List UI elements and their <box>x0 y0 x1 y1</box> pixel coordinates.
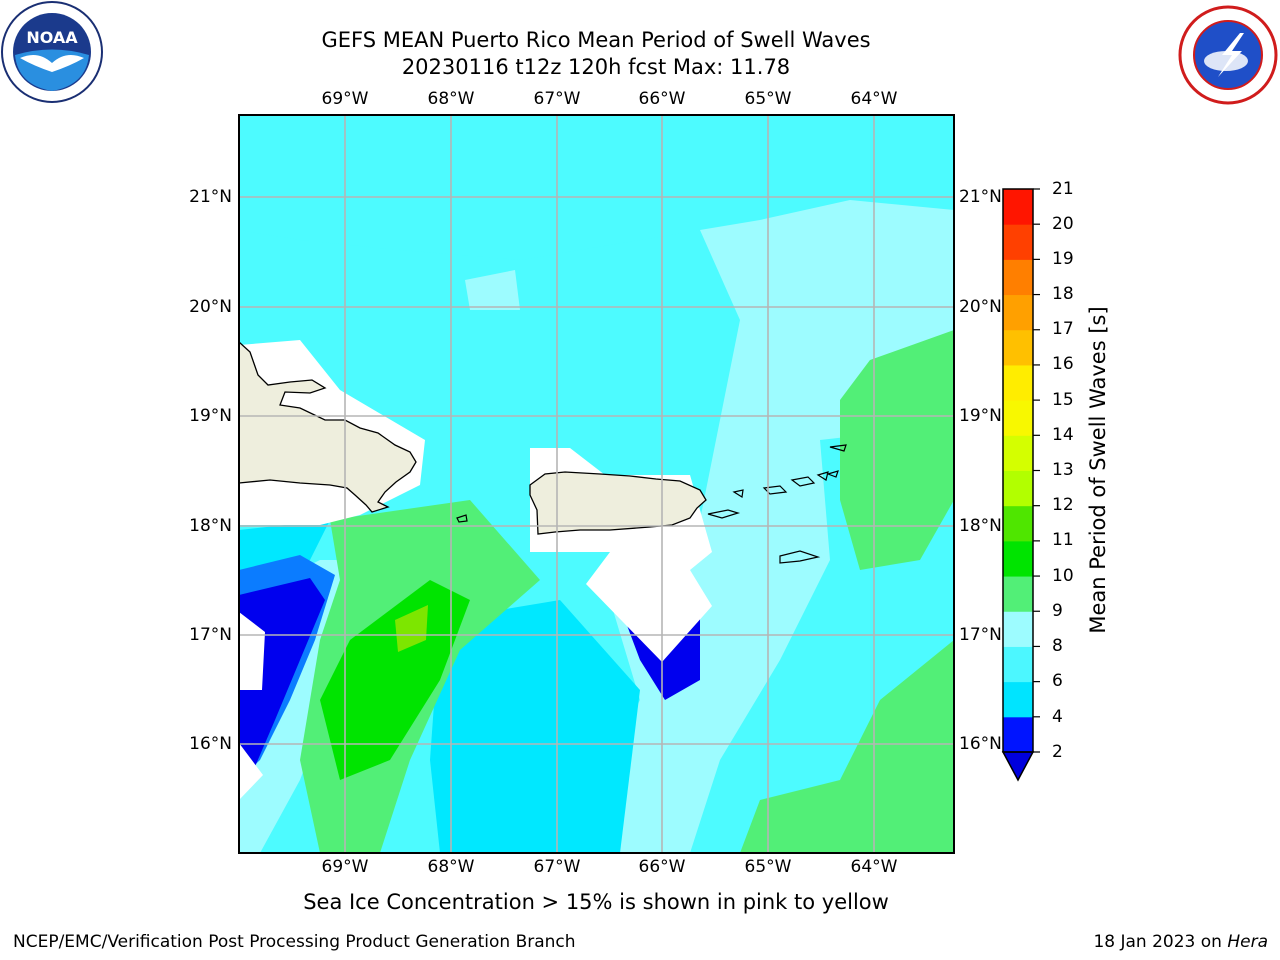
lon-label-top: 66°W <box>638 89 686 109</box>
colorbar-tick: 8 <box>1052 636 1063 656</box>
lon-label-bottom: 68°W <box>427 857 475 877</box>
lat-label-right: 16°N <box>959 734 1002 754</box>
lat-label-left: 19°N <box>189 406 232 426</box>
swell-contour-lime <box>395 605 428 652</box>
colorbar-tick: 2 <box>1052 742 1063 762</box>
swell-contour-light <box>239 115 954 260</box>
colorbar-tick: 16 <box>1052 354 1074 374</box>
swell-contour-green-east <box>840 330 954 570</box>
lon-label-bottom: 64°W <box>850 857 898 877</box>
colorbar-tick: 21 <box>1052 179 1074 199</box>
footer-credit: NCEP/EMC/Verification Post Processing Pr… <box>13 932 576 952</box>
lat-label-right: 20°N <box>959 297 1002 317</box>
lat-label-right: 21°N <box>959 187 1002 207</box>
no-data-area-west-edge <box>239 612 265 800</box>
colorbar-tick: 18 <box>1052 284 1074 304</box>
colorbar-segment <box>1003 646 1033 683</box>
lat-label-left: 16°N <box>189 734 232 754</box>
map-gridlines <box>239 115 954 853</box>
footer-host: Hera <box>1227 932 1268 952</box>
colorbar-segment <box>1003 470 1033 507</box>
swell-contour-green-southeast <box>740 640 954 853</box>
lon-label-bottom: 69°W <box>321 857 369 877</box>
lon-label-bottom: 66°W <box>638 857 686 877</box>
nws-logo <box>1178 5 1278 105</box>
colorbar-tick: 4 <box>1052 707 1063 727</box>
colorbar-segment <box>1003 681 1033 718</box>
footer-date: 18 Jan 2023 on Hera <box>1093 932 1268 952</box>
hispaniola-landmass <box>239 341 417 513</box>
colorbar-tick: 12 <box>1052 495 1074 515</box>
colorbar-segment <box>1003 716 1033 753</box>
swell-contour-light-south <box>430 600 640 853</box>
colorbar-segment <box>1003 259 1033 296</box>
colorbar <box>1001 188 1040 782</box>
lat-label-right: 17°N <box>959 625 1002 645</box>
colorbar-segment <box>1003 540 1033 577</box>
colorbar-tick: 11 <box>1052 530 1074 550</box>
colorbar-segment <box>1003 364 1033 401</box>
swell-contour-light-patch <box>465 270 520 310</box>
lon-label-top: 69°W <box>321 89 369 109</box>
lon-label-top: 68°W <box>427 89 475 109</box>
colorbar-segment <box>1003 435 1033 471</box>
colorbar-tick: 14 <box>1052 425 1074 445</box>
chart-title: GEFS MEAN Puerto Rico Mean Period of Swe… <box>321 28 871 52</box>
lat-label-left: 20°N <box>189 297 232 317</box>
lon-label-top: 67°W <box>533 89 581 109</box>
swell-period-field <box>239 115 954 853</box>
lat-label-right: 18°N <box>959 516 1002 536</box>
lat-label-left: 18°N <box>189 516 232 536</box>
lon-label-top: 64°W <box>850 89 898 109</box>
colorbar-tick: 17 <box>1052 319 1074 339</box>
colorbar-label: Mean Period of Swell Waves [s] <box>1086 306 1110 634</box>
colorbar-segment <box>1003 224 1033 260</box>
colorbar-tick: 15 <box>1052 390 1074 410</box>
lat-label-right: 19°N <box>959 406 1002 426</box>
colorbar-segment <box>1003 505 1033 542</box>
lat-label-left: 21°N <box>189 187 232 207</box>
colorbar-tick: 20 <box>1052 214 1074 234</box>
footer-date-text: 18 Jan 2023 on <box>1093 932 1228 952</box>
colorbar-tick: 13 <box>1052 460 1074 480</box>
colorbar-segment <box>1003 576 1033 612</box>
colorbar-extend-min <box>1001 751 1035 782</box>
colorbar-segment <box>1003 329 1033 366</box>
colorbar-tick: 6 <box>1052 671 1063 691</box>
chart-subtitle: 20230116 t12z 120h fcst Max: 11.78 <box>401 55 791 79</box>
lon-label-top: 65°W <box>744 89 792 109</box>
colorbar-segment <box>1003 400 1033 436</box>
lat-label-left: 17°N <box>189 625 232 645</box>
noaa-logo: NOAA <box>0 0 104 104</box>
colorbar-tick: 19 <box>1052 249 1074 269</box>
colorbar-segment <box>1003 611 1033 647</box>
svg-text:NOAA: NOAA <box>26 28 78 47</box>
sea-ice-caption: Sea Ice Concentration > 15% is shown in … <box>303 890 889 914</box>
colorbar-segment <box>1003 189 1033 225</box>
swell-contour-bright-green <box>320 580 470 780</box>
colorbar-segment <box>1003 294 1033 331</box>
lon-label-bottom: 65°W <box>744 857 792 877</box>
colorbar-tick: 9 <box>1052 601 1063 621</box>
map-frame <box>238 114 955 854</box>
colorbar-tick: 10 <box>1052 566 1074 586</box>
lon-label-bottom: 67°W <box>533 857 581 877</box>
